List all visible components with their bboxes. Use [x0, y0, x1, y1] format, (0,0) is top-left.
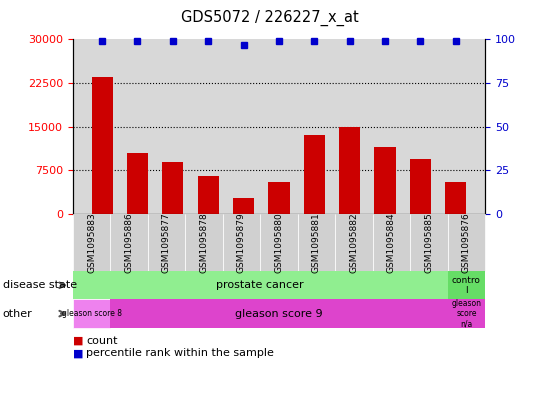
- Bar: [303, 136, 325, 214]
- Text: GSM1095883: GSM1095883: [87, 212, 96, 273]
- Text: GSM1095879: GSM1095879: [237, 212, 246, 273]
- Text: gleason score 8: gleason score 8: [61, 309, 121, 318]
- Text: GSM1095886: GSM1095886: [125, 212, 134, 273]
- Text: ■: ■: [73, 348, 83, 358]
- Text: prostate cancer: prostate cancer: [216, 280, 304, 290]
- Text: GSM1095881: GSM1095881: [312, 212, 321, 273]
- Bar: [375, 147, 396, 214]
- Bar: [92, 77, 113, 214]
- Text: count: count: [86, 336, 118, 346]
- Bar: [268, 182, 289, 214]
- Bar: [445, 182, 466, 214]
- Text: GDS5072 / 226227_x_at: GDS5072 / 226227_x_at: [181, 10, 358, 26]
- Text: gleason
score
n/a: gleason score n/a: [451, 299, 481, 329]
- Text: GSM1095877: GSM1095877: [162, 212, 171, 273]
- Text: GSM1095884: GSM1095884: [387, 212, 396, 273]
- Text: disease state: disease state: [3, 280, 77, 290]
- Text: gleason score 9: gleason score 9: [235, 309, 323, 319]
- Bar: [162, 162, 183, 214]
- Text: other: other: [3, 309, 32, 319]
- Bar: [198, 176, 219, 214]
- Text: contro
l: contro l: [452, 275, 481, 295]
- Text: GSM1095876: GSM1095876: [462, 212, 471, 273]
- Text: ■: ■: [73, 336, 83, 346]
- Bar: [233, 198, 254, 214]
- Text: GSM1095880: GSM1095880: [274, 212, 284, 273]
- Text: GSM1095885: GSM1095885: [424, 212, 433, 273]
- Text: percentile rank within the sample: percentile rank within the sample: [86, 348, 274, 358]
- Text: GSM1095882: GSM1095882: [349, 212, 358, 273]
- Bar: [127, 153, 148, 214]
- Bar: [410, 159, 431, 214]
- Text: GSM1095878: GSM1095878: [199, 212, 209, 273]
- Bar: [339, 127, 360, 214]
